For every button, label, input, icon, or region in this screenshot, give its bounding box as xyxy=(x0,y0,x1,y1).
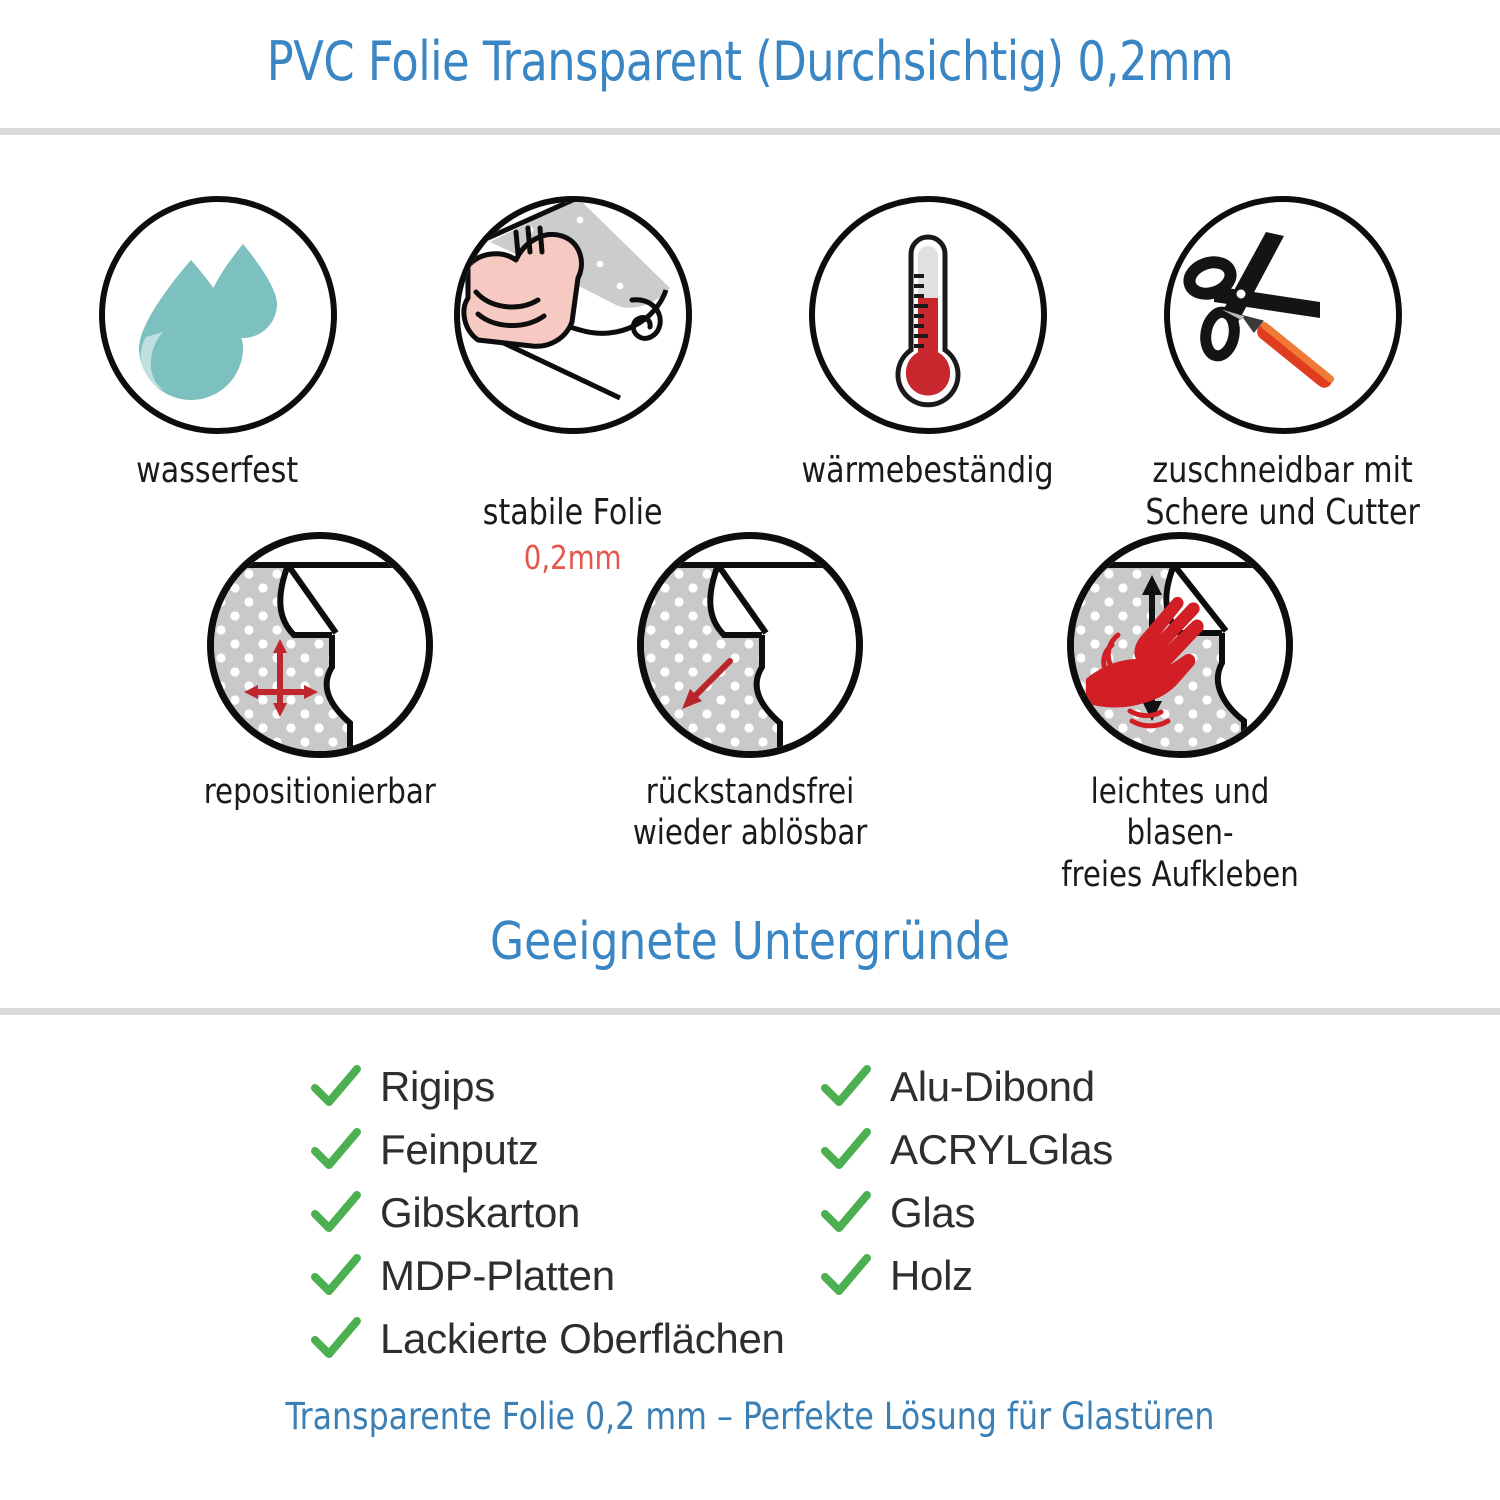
list-item-label: MDP-Platten xyxy=(380,1251,615,1299)
checklist-column-right: Alu-Dibond ACRYLGlas Glas Holz xyxy=(800,1055,1320,1370)
water-drops-icon xyxy=(138,244,277,400)
checklist-column-left: Rigips Feinputz Gibskarton MDP-Platten xyxy=(180,1055,800,1370)
feature-wasserfest: wasserfest xyxy=(63,196,373,620)
check-icon xyxy=(311,1127,361,1169)
feature-label-text: stabile Folie xyxy=(482,492,663,534)
list-item-label: Glas xyxy=(890,1188,976,1236)
list-item: Rigips xyxy=(310,1055,800,1118)
icon-circle xyxy=(98,196,337,434)
surfaces-checklist: Rigips Feinputz Gibskarton MDP-Platten xyxy=(0,1055,1500,1370)
list-item: Holz xyxy=(820,1244,1320,1307)
list-item-label: Holz xyxy=(890,1251,973,1299)
list-item-label: ACRYLGlas xyxy=(890,1125,1113,1173)
check-icon xyxy=(311,1316,361,1358)
feature-stabile-folie: stabile Folie 0,2mm xyxy=(418,196,728,620)
icon-circle xyxy=(207,532,433,758)
feature-zuschneidbar: zuschneidbar mit Schere und Cutter xyxy=(1128,196,1438,620)
divider-top xyxy=(0,128,1500,135)
icon-circle xyxy=(1163,196,1402,434)
feature-row-2: repositionierbar xyxy=(0,532,1500,896)
feature-label: zuschneidbar mit Schere und Cutter xyxy=(1145,450,1420,534)
footer-tagline: Transparente Folie 0,2 mm – Perfekte Lös… xyxy=(285,1395,1215,1438)
check-icon xyxy=(311,1064,361,1106)
list-item-label: Feinputz xyxy=(380,1125,539,1173)
divider-middle xyxy=(0,1008,1500,1015)
check-icon xyxy=(821,1127,871,1169)
check-icon xyxy=(821,1064,871,1106)
flexing-arm-film-icon xyxy=(460,202,670,401)
feature-label: wärmebeständig xyxy=(801,450,1054,491)
list-item: ACRYLGlas xyxy=(820,1118,1320,1181)
check-icon xyxy=(821,1253,871,1295)
feature-blasenfreies-aufkleben: leichtes und blasen- freies Aufkleben xyxy=(1030,532,1330,896)
icon-circle xyxy=(637,532,863,758)
feature-sublabel: 0,2mm xyxy=(523,537,622,577)
film-hand-smooth-icon xyxy=(1074,562,1270,751)
list-item: Glas xyxy=(820,1181,1320,1244)
list-item-label: Alu-Dibond xyxy=(890,1062,1095,1110)
page-title: PVC Folie Transparent (Durchsichtig) 0,2… xyxy=(266,30,1234,93)
list-item-label: Gibskarton xyxy=(380,1188,581,1236)
list-item: Lackierte Oberflächen xyxy=(310,1307,800,1370)
feature-repositionierbar: repositionierbar xyxy=(170,532,470,896)
list-item: MDP-Platten xyxy=(310,1244,800,1307)
feature-label: wasserfest xyxy=(136,450,299,491)
list-item: Alu-Dibond xyxy=(820,1055,1320,1118)
icon-circle xyxy=(808,196,1047,434)
list-item-label: Rigips xyxy=(380,1062,495,1110)
feature-waermebestaendig: wärmebeständig xyxy=(773,196,1083,620)
section-heading-untergruende: Geeignete Untergründe xyxy=(490,912,1010,972)
check-icon xyxy=(311,1253,361,1295)
feature-label: repositionierbar xyxy=(203,772,437,812)
feature-label: stabile Folie 0,2mm xyxy=(483,450,663,620)
check-icon xyxy=(311,1190,361,1232)
icon-circle xyxy=(453,196,692,434)
check-icon xyxy=(821,1190,871,1232)
feature-row-1: wasserfest xyxy=(0,196,1500,620)
film-peel-arrow-icon xyxy=(644,562,834,751)
feature-label: rückstandsfrei wieder ablösbar xyxy=(632,772,868,854)
thermometer-icon xyxy=(895,234,960,408)
feature-label: leichtes und blasen- freies Aufkleben xyxy=(1061,772,1299,895)
list-item-label: Lackierte Oberflächen xyxy=(380,1314,785,1362)
icon-circle xyxy=(1067,532,1293,758)
list-item: Gibskarton xyxy=(310,1181,800,1244)
feature-rueckstandsfrei: rückstandsfrei wieder ablösbar xyxy=(600,532,900,896)
list-item: Feinputz xyxy=(310,1118,800,1181)
scissors-cutter-icon xyxy=(1182,232,1334,388)
film-four-way-arrow-icon xyxy=(214,562,404,751)
